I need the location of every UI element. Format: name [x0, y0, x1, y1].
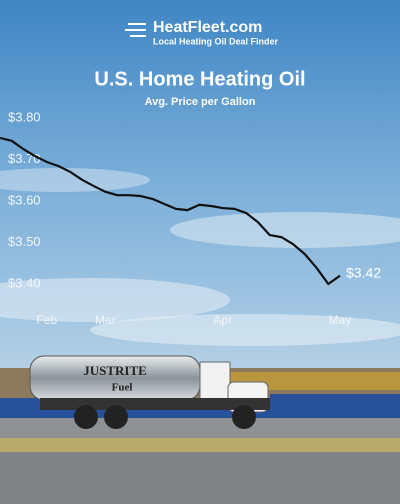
- brand: HeatFleet.com: [153, 19, 262, 36]
- line: [0, 136, 341, 286]
- x-tick-label: Mar: [95, 313, 116, 327]
- truck: JUSTRITE Fuel: [29, 355, 270, 429]
- x-tick-label: Feb: [37, 313, 58, 327]
- x-tick-label: Apr: [213, 313, 232, 327]
- y-tick-label: $3.40: [8, 275, 41, 290]
- y-tick-label: $3.80: [8, 109, 41, 124]
- tagline: Local Heating Oil Deal Finder: [153, 36, 279, 46]
- x-tick-label: May: [329, 313, 352, 327]
- tank-subtext: Fuel: [112, 382, 133, 394]
- y-tick-label: $3.50: [8, 234, 41, 249]
- y-tick-label: $3.60: [8, 192, 41, 207]
- chart-title: U.S. Home Heating Oil: [94, 68, 305, 90]
- logo-icon: [125, 23, 146, 37]
- tank-text: JUSTRITE: [83, 363, 147, 378]
- value-label: $3.42: [346, 264, 381, 280]
- y-tick-label: $3.70: [8, 151, 41, 166]
- chart-subtitle: Avg. Price per Gallon: [145, 96, 256, 108]
